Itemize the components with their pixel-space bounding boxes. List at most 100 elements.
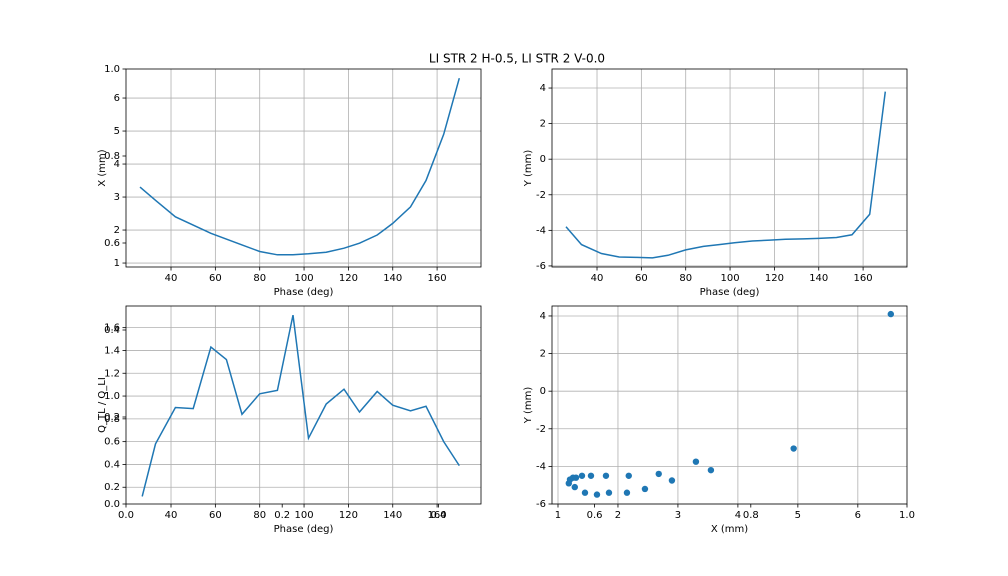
x-tick-label: 0.0 bbox=[118, 510, 134, 521]
y-tick-label: 0 bbox=[540, 154, 546, 165]
y-tick-label: -6 bbox=[536, 261, 546, 272]
data-point bbox=[578, 472, 586, 479]
data-point bbox=[707, 466, 715, 474]
x-tick-label: 1 bbox=[555, 510, 561, 521]
y-axis-label: Q_TL / Q_LI bbox=[97, 377, 108, 433]
data-point bbox=[602, 472, 610, 479]
plot-area bbox=[552, 69, 907, 267]
y-tick-label: 5 bbox=[114, 126, 120, 137]
plot-area bbox=[552, 306, 907, 504]
x-tick-label: 40 bbox=[165, 510, 178, 521]
y-tick-label: 2 bbox=[540, 349, 546, 360]
y-tick-label: 0.8 bbox=[104, 151, 120, 162]
x-tick-label: 60 bbox=[209, 273, 222, 284]
x-tick-label: 2 bbox=[615, 510, 621, 521]
y-tick-label: 0.6 bbox=[104, 238, 120, 249]
x-tick-label: 6 bbox=[855, 510, 861, 521]
y-tick-label: 4 bbox=[114, 159, 120, 170]
x-tick-label: 40 bbox=[591, 273, 604, 284]
x-tick-label: 0.4 bbox=[430, 510, 446, 521]
data-point bbox=[887, 310, 895, 318]
y-tick-label: -2 bbox=[536, 424, 546, 435]
y-axis-label: X (mm) bbox=[97, 149, 108, 186]
data-point bbox=[623, 489, 631, 496]
x-tick-label: 0.6 bbox=[587, 510, 603, 521]
x-tick-label: 160 bbox=[854, 273, 873, 284]
x-tick-label: 60 bbox=[209, 510, 222, 521]
plot-area bbox=[126, 306, 481, 504]
y-tick-label: 0 bbox=[540, 386, 546, 397]
x-axis-label: Phase (deg) bbox=[274, 287, 334, 298]
y-tick-label: 4 bbox=[540, 311, 546, 322]
x-tick-label: 3 bbox=[675, 510, 681, 521]
y-tick-label: 0.2 bbox=[104, 482, 120, 493]
data-point bbox=[587, 472, 595, 479]
data-line bbox=[139, 77, 461, 256]
x-axis-label: Phase (deg) bbox=[700, 287, 760, 298]
plot-area bbox=[126, 69, 481, 267]
y-tick-label: 0.8 bbox=[104, 414, 120, 425]
x-tick-label: 120 bbox=[339, 510, 358, 521]
data-point bbox=[692, 458, 700, 465]
x-tick-label: 140 bbox=[809, 273, 828, 284]
y-tick-label: 0.2 bbox=[104, 412, 120, 423]
y-tick-label: -4 bbox=[536, 461, 546, 472]
x-tick-label: 0.8 bbox=[743, 510, 759, 521]
x-tick-label: 0.2 bbox=[274, 510, 290, 521]
x-tick-label: 80 bbox=[679, 273, 692, 284]
x-axis-label: Phase (deg) bbox=[274, 524, 334, 535]
y-tick-label: 2 bbox=[114, 225, 120, 236]
y-tick-label: 0.4 bbox=[104, 325, 120, 336]
data-line bbox=[565, 91, 887, 259]
x-tick-label: 100 bbox=[721, 273, 740, 284]
x-tick-label: 160 bbox=[428, 273, 447, 284]
data-point bbox=[581, 489, 589, 496]
data-point bbox=[655, 470, 662, 478]
data-line bbox=[141, 314, 460, 497]
y-tick-label: 1.0 bbox=[104, 64, 120, 75]
x-tick-label: 100 bbox=[295, 510, 314, 521]
y-tick-label: 4 bbox=[540, 83, 546, 94]
x-tick-label: 160 bbox=[428, 510, 447, 521]
data-point bbox=[625, 472, 632, 479]
y-tick-label: 0.0 bbox=[104, 499, 120, 510]
y-tick-label: 3 bbox=[114, 192, 120, 203]
data-point bbox=[790, 445, 797, 452]
y-tick-label: 1.0 bbox=[104, 391, 120, 402]
y-tick-label: -2 bbox=[536, 190, 546, 201]
x-tick-label: 1.0 bbox=[899, 510, 915, 521]
y-tick-label: -6 bbox=[536, 499, 546, 510]
x-tick-label: 5 bbox=[795, 510, 801, 521]
data-point bbox=[668, 477, 676, 484]
x-tick-label: 60 bbox=[635, 273, 648, 284]
y-tick-label: -4 bbox=[536, 225, 546, 236]
x-axis-label: X (mm) bbox=[711, 524, 748, 535]
y-tick-label: 1 bbox=[114, 258, 120, 269]
y-axis-label: Y (mm) bbox=[523, 150, 534, 188]
axes-frame bbox=[125, 68, 482, 268]
data-point bbox=[572, 474, 580, 481]
data-point bbox=[571, 483, 578, 491]
x-tick-label: 140 bbox=[383, 273, 402, 284]
axes-frame bbox=[125, 305, 482, 505]
x-tick-label: 80 bbox=[253, 273, 266, 284]
x-tick-label: 140 bbox=[383, 510, 402, 521]
x-tick-label: 120 bbox=[765, 273, 784, 284]
y-tick-label: 0.4 bbox=[104, 459, 120, 470]
y-tick-label: 0.6 bbox=[104, 437, 120, 448]
y-axis-label: Y (mm) bbox=[523, 387, 534, 425]
y-tick-label: 1.4 bbox=[104, 345, 120, 356]
y-tick-label: 1.6 bbox=[104, 323, 120, 334]
data-point bbox=[605, 489, 613, 496]
x-tick-label: 120 bbox=[339, 273, 358, 284]
y-tick-label: 6 bbox=[114, 93, 120, 104]
data-point bbox=[593, 491, 601, 498]
figure-title: LI STR 2 H-0.5, LI STR 2 V-0.0 bbox=[429, 52, 605, 66]
data-point bbox=[641, 485, 649, 493]
axes-frame bbox=[551, 68, 908, 268]
x-tick-label: 100 bbox=[295, 273, 314, 284]
y-tick-label: 1.2 bbox=[104, 368, 120, 379]
y-tick-label: 2 bbox=[540, 119, 546, 130]
x-tick-label: 80 bbox=[253, 510, 266, 521]
